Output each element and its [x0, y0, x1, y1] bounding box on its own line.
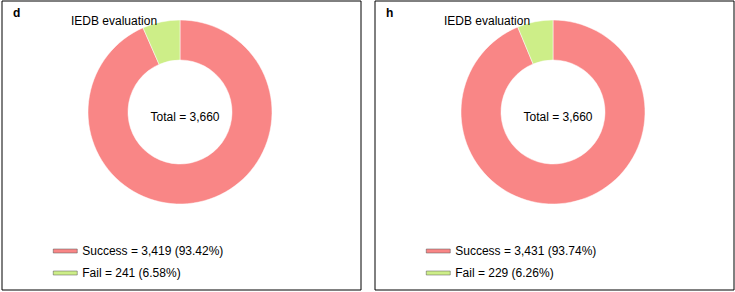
- svg-text:Success = 3,419 (93.42%): Success = 3,419 (93.42%): [82, 244, 223, 258]
- svg-text:Fail = 229 (6.26%): Fail = 229 (6.26%): [455, 266, 553, 280]
- svg-text:Total = 3,660: Total = 3,660: [150, 110, 219, 124]
- svg-text:d: d: [13, 6, 20, 20]
- svg-text:IEDB evaluation: IEDB evaluation: [71, 14, 157, 28]
- svg-text:IEDB evaluation: IEDB evaluation: [444, 14, 530, 28]
- svg-text:h: h: [386, 6, 393, 20]
- svg-text:Success = 3,431 (93.74%): Success = 3,431 (93.74%): [455, 244, 596, 258]
- svg-text:Fail = 241 (6.58%): Fail = 241 (6.58%): [82, 266, 180, 280]
- svg-text:Total = 3,660: Total = 3,660: [523, 110, 592, 124]
